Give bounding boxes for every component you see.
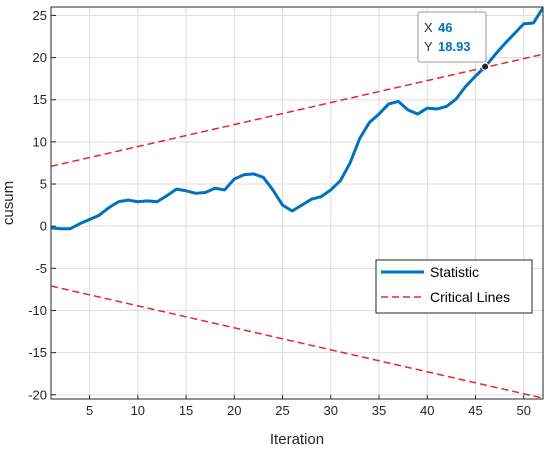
datatip[interactable]: X 46 Y 18.93 — [417, 11, 490, 71]
series-statistic-line — [51, 7, 543, 231]
datatip-marker — [481, 62, 490, 71]
y-tick-label: 10 — [33, 134, 47, 149]
x-tick-label: 40 — [420, 403, 434, 418]
datatip-box — [417, 11, 487, 63]
y-tick-label: -5 — [35, 261, 47, 276]
plot-area — [51, 7, 543, 399]
y-tick-label: 5 — [40, 177, 47, 192]
datatip-y-label: Y — [424, 39, 433, 54]
x-tick-label: 10 — [131, 403, 145, 418]
legend[interactable]: Statistic Critical Lines — [375, 259, 533, 314]
y-tick-label: 15 — [33, 92, 47, 107]
plot-background — [51, 7, 543, 399]
y-axis-label: cusum — [0, 181, 17, 225]
series-group — [51, 7, 543, 399]
plot-border — [50, 6, 544, 400]
y-tick-label: -20 — [28, 387, 47, 402]
datatip-x-value: 46 — [438, 20, 452, 35]
y-tick-label: 25 — [33, 8, 47, 23]
y-tick-label: 0 — [40, 219, 47, 234]
y-tick-label: 20 — [33, 50, 47, 65]
x-tick-label: 50 — [516, 403, 530, 418]
x-tick-label: 45 — [468, 403, 482, 418]
legend-box — [375, 259, 533, 314]
x-tick-label: 30 — [324, 403, 338, 418]
datatip-y-value: 18.93 — [438, 39, 471, 54]
x-tick-label: 35 — [372, 403, 386, 418]
legend-label-critical-lines: Critical Lines — [430, 289, 510, 305]
x-tick-label: 5 — [86, 403, 93, 418]
y-tick-label: -15 — [28, 345, 47, 360]
y-tick-label: -10 — [28, 303, 47, 318]
x-tick-labels: 5 10 15 20 25 30 35 40 45 50 — [86, 403, 531, 418]
upper-critical-line — [51, 53, 543, 168]
y-tick-labels: -20 -15 -10 -5 0 5 10 15 20 25 — [28, 8, 47, 402]
x-tick-label: 15 — [179, 403, 193, 418]
legend-label-statistic: Statistic — [430, 264, 479, 280]
lower-critical-line — [51, 285, 543, 399]
x-tick-label: 20 — [227, 403, 241, 418]
x-axis-label: Iteration — [270, 431, 324, 448]
datatip-x-label: X — [424, 20, 433, 35]
x-tick-label: 25 — [275, 403, 289, 418]
